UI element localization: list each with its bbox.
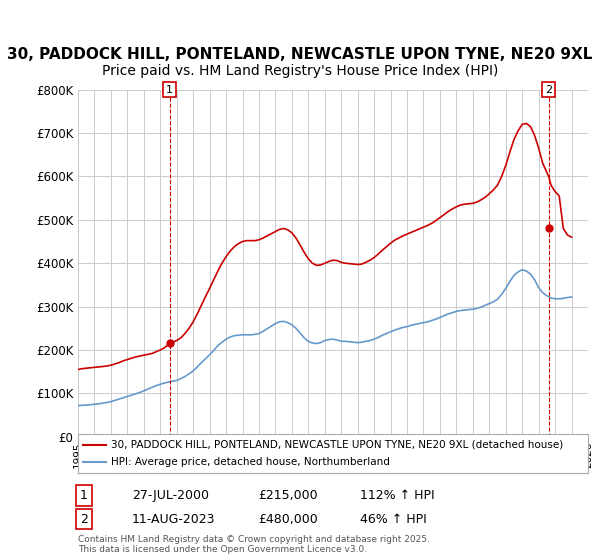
Text: 46% ↑ HPI: 46% ↑ HPI	[360, 512, 427, 526]
Text: Contains HM Land Registry data © Crown copyright and database right 2025.
This d: Contains HM Land Registry data © Crown c…	[78, 535, 430, 554]
Text: £215,000: £215,000	[258, 489, 317, 502]
Text: 11-AUG-2023: 11-AUG-2023	[132, 512, 215, 526]
Text: 2: 2	[545, 85, 552, 95]
Text: Price paid vs. HM Land Registry's House Price Index (HPI): Price paid vs. HM Land Registry's House …	[102, 64, 498, 78]
Text: 1: 1	[80, 489, 88, 502]
Text: 27-JUL-2000: 27-JUL-2000	[132, 489, 209, 502]
Text: 1: 1	[166, 85, 173, 95]
Text: 30, PADDOCK HILL, PONTELAND, NEWCASTLE UPON TYNE, NE20 9XL: 30, PADDOCK HILL, PONTELAND, NEWCASTLE U…	[7, 46, 593, 62]
Text: HPI: Average price, detached house, Northumberland: HPI: Average price, detached house, Nort…	[111, 457, 390, 467]
Text: 112% ↑ HPI: 112% ↑ HPI	[360, 489, 434, 502]
Text: 2: 2	[80, 512, 88, 526]
Text: £480,000: £480,000	[258, 512, 318, 526]
Text: 30, PADDOCK HILL, PONTELAND, NEWCASTLE UPON TYNE, NE20 9XL (detached house): 30, PADDOCK HILL, PONTELAND, NEWCASTLE U…	[111, 440, 563, 450]
